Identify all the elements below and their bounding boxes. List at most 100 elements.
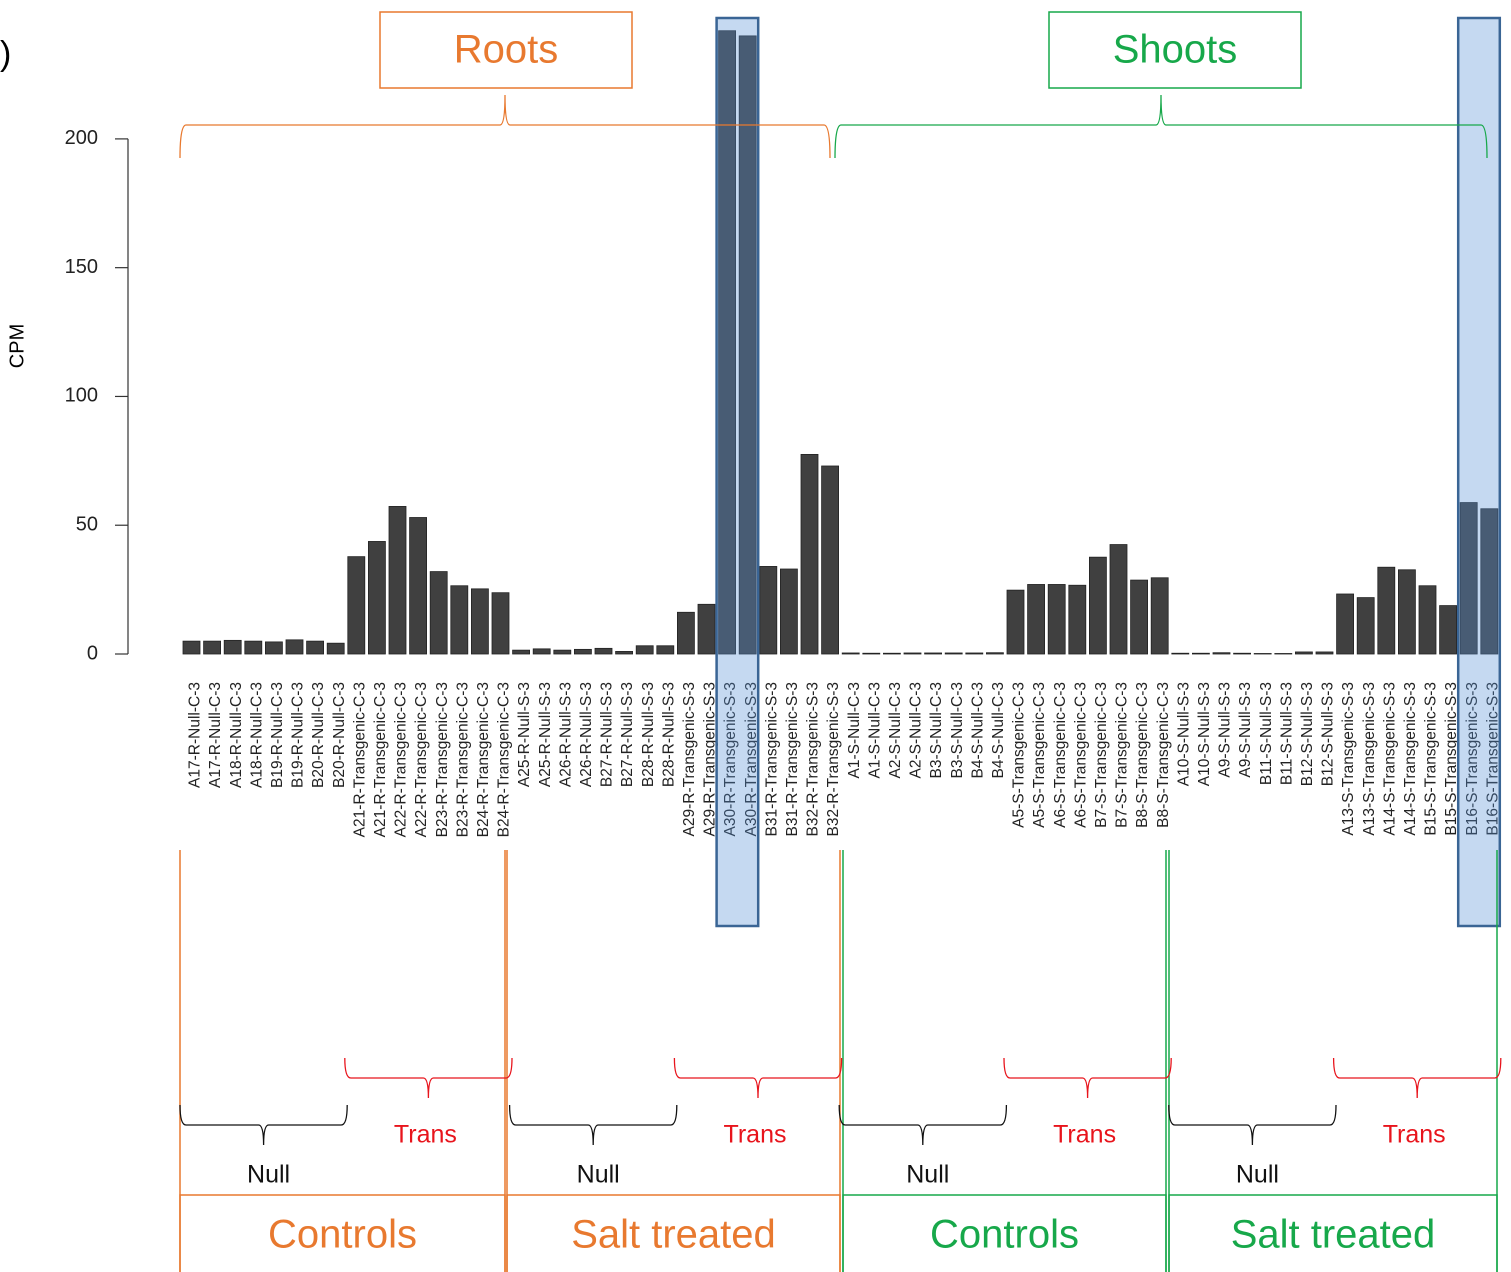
x-tick-label: A6-S-Transgenic-C-3 bbox=[1072, 682, 1089, 828]
bar bbox=[1274, 653, 1293, 655]
bar bbox=[306, 640, 325, 655]
x-tick-label: A29-R-Transgenic-S-3 bbox=[681, 682, 698, 836]
y-axis-label: CPM bbox=[6, 324, 28, 368]
bar bbox=[718, 30, 736, 655]
bar bbox=[1233, 652, 1251, 655]
bar bbox=[1315, 651, 1334, 655]
x-tick-label: A5-S-Transgenic-C-3 bbox=[1031, 682, 1048, 828]
x-tick-label: B16-S-Transgenic-S-3 bbox=[1464, 682, 1481, 836]
bar bbox=[512, 649, 530, 655]
bar bbox=[821, 465, 839, 655]
y-tick-label: 0 bbox=[87, 642, 98, 664]
bar bbox=[635, 645, 654, 655]
x-tick-label: B32-R-Transgenic-S-3 bbox=[805, 682, 822, 836]
x-tick-label: A2-S-Null-C-3 bbox=[887, 682, 904, 778]
bar bbox=[1192, 652, 1210, 655]
bar bbox=[409, 517, 428, 655]
x-tick-label: B19-R-Null-C-3 bbox=[269, 682, 286, 788]
x-tick-label: A13-S-Transgenic-S-3 bbox=[1361, 682, 1378, 836]
x-tick-label: B8-S-Transgenic-C-3 bbox=[1155, 682, 1172, 828]
genotype-label: Trans bbox=[724, 1121, 787, 1149]
x-tick-label: A10-S-Null-S-3 bbox=[1175, 682, 1192, 786]
x-tick-label: A5-S-Transgenic-C-3 bbox=[1011, 682, 1028, 828]
x-tick-label: A6-S-Transgenic-C-3 bbox=[1052, 682, 1069, 828]
x-tick-label: A14-S-Transgenic-S-3 bbox=[1402, 682, 1419, 836]
bar bbox=[656, 645, 675, 655]
panel-label: ) bbox=[0, 35, 11, 73]
bar bbox=[965, 652, 984, 655]
genotype-label: Null bbox=[1236, 1161, 1279, 1189]
bar bbox=[285, 639, 304, 655]
bar bbox=[1377, 566, 1396, 655]
bar bbox=[944, 652, 963, 655]
bar bbox=[264, 641, 283, 655]
y-tick-label: 150 bbox=[65, 256, 98, 278]
genotype-bracket bbox=[179, 1104, 348, 1146]
y-tick-label: 100 bbox=[65, 385, 98, 407]
bar bbox=[1006, 589, 1025, 655]
tissue-bracket bbox=[834, 94, 1488, 159]
x-tick-label: B16-S-Transgenic-S-3 bbox=[1484, 682, 1501, 836]
x-tick-label: A21-R-Transgenic-C-3 bbox=[351, 682, 368, 837]
tissue-label: Shoots bbox=[1113, 28, 1238, 72]
x-tick-label: B4-S-Null-C-3 bbox=[969, 682, 986, 778]
x-tick-label: B28-R-Null-S-3 bbox=[640, 682, 657, 787]
bar bbox=[1212, 652, 1231, 655]
treatment-label: Salt treated bbox=[571, 1213, 776, 1257]
x-tick-label: A26-R-Null-S-3 bbox=[557, 682, 574, 787]
x-tick-label: B15-S-Transgenic-S-3 bbox=[1443, 682, 1460, 836]
x-tick-label: B7-S-Transgenic-C-3 bbox=[1093, 682, 1110, 828]
bar bbox=[326, 642, 345, 655]
x-tick-label: A22-R-Transgenic-C-3 bbox=[393, 682, 410, 837]
x-tick-label: A18-R-Null-C-3 bbox=[228, 682, 245, 788]
bar bbox=[367, 541, 386, 655]
x-tick-label: A30-R-Transgenic-S-3 bbox=[743, 682, 760, 836]
bar bbox=[1295, 651, 1313, 655]
x-tick-label: A1-S-Null-C-3 bbox=[846, 682, 863, 778]
bar bbox=[1068, 584, 1087, 655]
genotype-bracket bbox=[838, 1104, 1008, 1146]
bar bbox=[1027, 584, 1045, 655]
x-tick-label: A26-R-Null-S-3 bbox=[578, 682, 595, 787]
bar bbox=[203, 640, 222, 655]
x-tick-label: B20-R-Null-C-3 bbox=[331, 682, 348, 788]
bar bbox=[1480, 508, 1499, 655]
tissue-box bbox=[379, 11, 633, 89]
bar bbox=[470, 588, 489, 655]
bar bbox=[986, 652, 1004, 655]
bar bbox=[347, 556, 366, 655]
x-tick-label: B24-R-Transgenic-C-3 bbox=[475, 682, 492, 837]
bar bbox=[388, 506, 407, 655]
bar bbox=[1356, 597, 1375, 655]
x-tick-label: A9-S-Null-S-3 bbox=[1237, 682, 1254, 778]
bar bbox=[223, 639, 242, 655]
x-tick-label: A1-S-Null-C-3 bbox=[866, 682, 883, 778]
bar bbox=[553, 649, 572, 655]
genotype-label: Null bbox=[906, 1161, 949, 1189]
tissue-box bbox=[1048, 11, 1302, 89]
x-tick-label: B8-S-Transgenic-C-3 bbox=[1134, 682, 1151, 828]
bar bbox=[800, 453, 819, 655]
genotype-label: Trans bbox=[394, 1121, 457, 1149]
x-tick-label: B11-S-Null-S-3 bbox=[1258, 682, 1275, 785]
y-tick-label: 50 bbox=[76, 514, 98, 536]
x-tick-label: B7-S-Transgenic-C-3 bbox=[1114, 682, 1131, 828]
tissue-label: Roots bbox=[454, 28, 559, 72]
x-tick-label: B24-R-Transgenic-C-3 bbox=[496, 682, 513, 837]
x-tick-label: B15-S-Transgenic-S-3 bbox=[1423, 682, 1440, 836]
bar bbox=[759, 566, 778, 655]
bar bbox=[903, 652, 922, 655]
bar bbox=[1253, 653, 1272, 655]
x-tick-label: A2-S-Null-C-3 bbox=[908, 682, 925, 778]
x-tick-label: A25-R-Null-S-3 bbox=[537, 682, 554, 787]
highlight-box bbox=[1456, 16, 1502, 928]
genotype-label: Trans bbox=[1053, 1121, 1116, 1149]
genotype-bracket bbox=[344, 1057, 513, 1099]
treatment-label: Controls bbox=[930, 1213, 1079, 1257]
bar bbox=[574, 648, 592, 655]
bar bbox=[697, 603, 716, 655]
x-tick-label: A17-R-Null-C-3 bbox=[187, 682, 204, 788]
highlight-box bbox=[715, 16, 760, 928]
bar bbox=[1336, 593, 1354, 655]
